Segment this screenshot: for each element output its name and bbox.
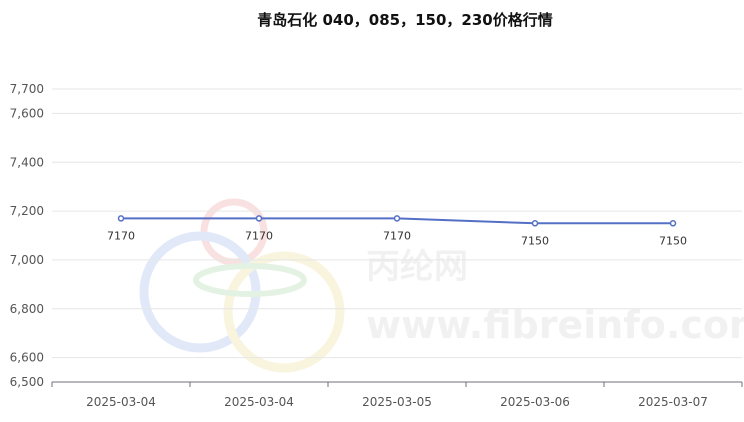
x-tick-label: 2025-03-05 xyxy=(362,395,432,409)
watermark-ring-green xyxy=(193,263,307,297)
data-label: 7150 xyxy=(521,234,549,247)
data-points xyxy=(117,215,677,227)
x-tick-label: 2025-03-07 xyxy=(638,395,708,409)
data-point[interactable] xyxy=(255,215,263,222)
data-label: 7170 xyxy=(107,229,135,242)
x-tick-label: 2025-03-04 xyxy=(224,395,294,409)
y-tick-label: 6,600 xyxy=(10,351,44,365)
y-axis: 6,500 6,600 6,800 7,000 7,200 7,400 7,600 7,700 xyxy=(10,82,44,389)
data-point[interactable] xyxy=(393,215,401,222)
y-tick-label: 7,600 xyxy=(10,106,44,120)
watermark-url-text: www.fibreinfo.com xyxy=(366,303,744,347)
x-tick-label: 2025-03-06 xyxy=(500,395,570,409)
y-tick-label: 7,700 xyxy=(10,82,44,96)
y-tick-label: 7,000 xyxy=(10,253,44,267)
grid-lines xyxy=(52,88,742,359)
data-point[interactable] xyxy=(669,220,677,227)
data-point[interactable] xyxy=(531,220,539,227)
watermark-cn-text: 丙纶网 xyxy=(366,247,468,287)
y-tick-label: 7,200 xyxy=(10,204,44,218)
y-tick-label: 6,500 xyxy=(10,375,44,389)
chart-title: 青岛石化 040，085，150，230价格行情 xyxy=(257,11,552,29)
y-tick-label: 7,400 xyxy=(10,155,44,169)
data-point[interactable] xyxy=(117,215,125,222)
data-label: 7170 xyxy=(383,229,411,242)
x-tick-label: 2025-03-04 xyxy=(86,395,156,409)
watermark: 丙纶网 www.fibreinfo.com xyxy=(139,198,744,373)
data-labels: 7170 7170 7170 7150 7150 xyxy=(107,229,687,247)
watermark-ring-yellow xyxy=(223,251,345,373)
data-label: 7150 xyxy=(659,234,687,247)
data-label: 7170 xyxy=(245,229,273,242)
y-tick-label: 6,800 xyxy=(10,302,44,316)
x-axis: 2025-03-04 2025-03-04 2025-03-05 2025-03-06… xyxy=(51,381,743,409)
